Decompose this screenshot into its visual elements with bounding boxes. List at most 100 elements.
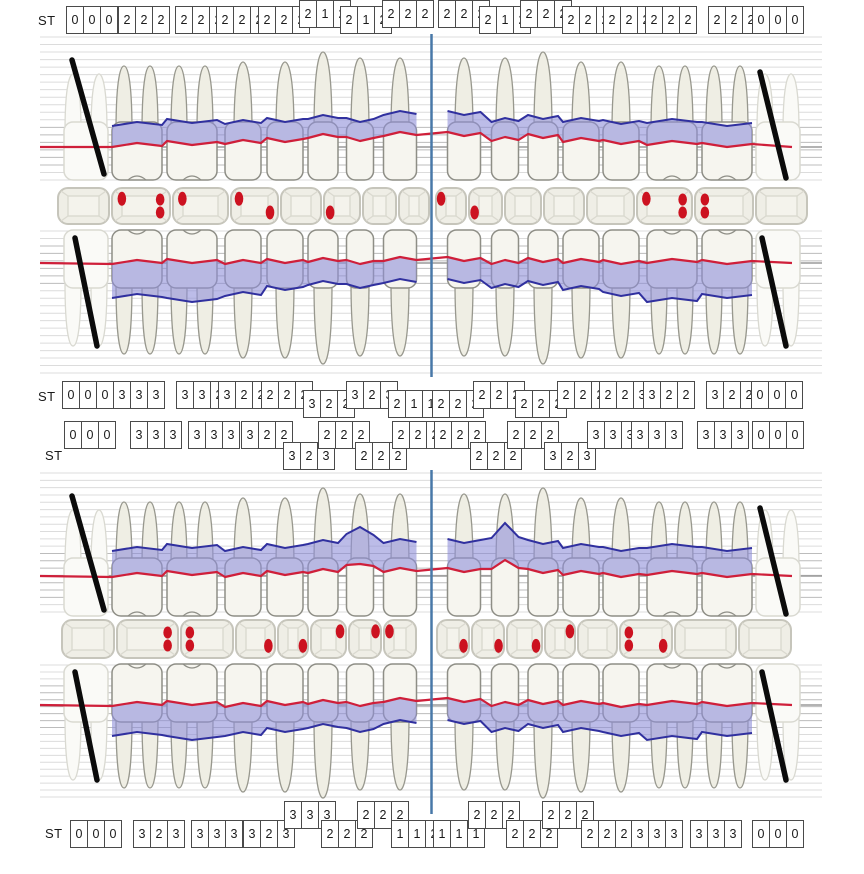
bleeding-dot-icon[interactable]: [678, 206, 687, 219]
st-value-box[interactable]: 2: [152, 6, 170, 34]
st-value-box[interactable]: 2: [598, 820, 616, 848]
st-value-box[interactable]: 2: [233, 6, 251, 34]
st-value-box[interactable]: 2: [645, 6, 663, 34]
bleeding-dot-icon[interactable]: [624, 639, 634, 652]
st-value-box[interactable]: 2: [216, 6, 234, 34]
occlusal-crown[interactable]: [61, 619, 115, 659]
st-value-box[interactable]: 2: [258, 6, 276, 34]
st-value-box[interactable]: 3: [648, 820, 666, 848]
bleeding-dot-icon[interactable]: [335, 624, 345, 639]
st-value-box[interactable]: 3: [241, 421, 259, 449]
occlusal-crown[interactable]: [362, 187, 397, 225]
st-value-box[interactable]: 1: [316, 0, 334, 28]
st-value-box[interactable]: 2: [258, 421, 276, 449]
tooth-canine[interactable]: [307, 663, 339, 799]
occlusal-crown[interactable]: [586, 187, 635, 225]
bleeding-dot-icon[interactable]: [642, 191, 651, 206]
bleeding-dot-icon[interactable]: [178, 191, 187, 206]
st-value-box[interactable]: 2: [363, 381, 381, 409]
bleeding-dot-icon[interactable]: [371, 624, 380, 639]
st-value-box[interactable]: 2: [557, 381, 575, 409]
occlusal-crown[interactable]: [506, 619, 543, 659]
st-value-box[interactable]: 2: [388, 390, 406, 418]
st-value-box[interactable]: 3: [346, 381, 364, 409]
bleeding-dot-icon[interactable]: [155, 206, 165, 219]
st-value-box[interactable]: 3: [130, 421, 148, 449]
tooth-lateral[interactable]: [345, 229, 375, 357]
st-value-box[interactable]: 2: [725, 6, 743, 34]
st-value-box[interactable]: 2: [515, 390, 533, 418]
st-value-box[interactable]: 2: [192, 6, 210, 34]
st-value-box[interactable]: 3: [243, 820, 261, 848]
occlusal-crown[interactable]: [544, 619, 576, 659]
st-value-box[interactable]: 2: [504, 442, 522, 470]
occlusal-crown[interactable]: [674, 619, 737, 659]
st-value-box[interactable]: 3: [222, 421, 240, 449]
bleeding-dot-icon[interactable]: [494, 638, 503, 653]
bleeding-dot-icon[interactable]: [264, 638, 273, 653]
st-value-box[interactable]: 2: [275, 6, 293, 34]
occlusal-crown[interactable]: [323, 187, 361, 225]
st-value-box[interactable]: 3: [544, 442, 562, 470]
st-value-box[interactable]: 3: [665, 421, 683, 449]
bleeding-dot-icon[interactable]: [678, 193, 687, 206]
st-value-box[interactable]: 3: [665, 820, 683, 848]
st-value-box[interactable]: 3: [208, 820, 226, 848]
occlusal-crown[interactable]: [398, 187, 430, 225]
st-value-box[interactable]: 2: [449, 390, 467, 418]
st-value-box[interactable]: 2: [321, 820, 339, 848]
bleeding-dot-icon[interactable]: [155, 193, 165, 206]
st-value-box[interactable]: 2: [416, 0, 434, 28]
st-value-box[interactable]: 3: [643, 381, 661, 409]
st-value-box[interactable]: 0: [62, 381, 80, 409]
st-value-box[interactable]: 3: [225, 820, 243, 848]
tooth-premolar[interactable]: [562, 229, 600, 359]
st-value-box[interactable]: 3: [113, 381, 131, 409]
st-value-box[interactable]: 2: [261, 381, 279, 409]
st-value-box[interactable]: 1: [450, 820, 468, 848]
st-value-box[interactable]: 3: [731, 421, 749, 449]
st-value-box[interactable]: 0: [98, 421, 116, 449]
st-value-box[interactable]: 2: [175, 6, 193, 34]
tooth-canine[interactable]: [527, 229, 559, 365]
bleeding-dot-icon[interactable]: [185, 626, 195, 639]
st-value-box[interactable]: 2: [542, 801, 560, 829]
st-value-box[interactable]: 2: [357, 801, 375, 829]
bleeding-dot-icon[interactable]: [298, 638, 308, 653]
bleeding-dot-icon[interactable]: [658, 638, 668, 653]
bleeding-dot-icon[interactable]: [325, 205, 335, 220]
st-value-box[interactable]: 2: [135, 6, 153, 34]
st-value-box[interactable]: 3: [604, 421, 622, 449]
tooth-canine[interactable]: [307, 229, 339, 365]
tooth-central[interactable]: [382, 229, 418, 357]
occlusal-crown[interactable]: [111, 187, 171, 225]
st-value-box[interactable]: 3: [191, 820, 209, 848]
st-value-box[interactable]: 2: [382, 0, 400, 28]
st-value-box[interactable]: 3: [147, 421, 165, 449]
st-value-box[interactable]: 2: [399, 0, 417, 28]
st-value-box[interactable]: 1: [496, 6, 514, 34]
st-value-box[interactable]: 2: [118, 6, 136, 34]
occlusal-crown[interactable]: [436, 619, 470, 659]
st-value-box[interactable]: 3: [283, 442, 301, 470]
occlusal-crown[interactable]: [277, 619, 309, 659]
occlusal-crown[interactable]: [310, 619, 347, 659]
occlusal-crown[interactable]: [577, 619, 618, 659]
st-value-box[interactable]: 2: [335, 421, 353, 449]
tooth-premolar[interactable]: [266, 229, 304, 359]
st-value-box[interactable]: 0: [769, 6, 787, 34]
bleeding-dot-icon[interactable]: [565, 624, 575, 639]
st-value-box[interactable]: 2: [479, 6, 497, 34]
st-value-box[interactable]: 0: [81, 421, 99, 449]
occlusal-crown[interactable]: [230, 187, 279, 225]
st-value-box[interactable]: 2: [470, 442, 488, 470]
bleeding-dot-icon[interactable]: [436, 191, 446, 206]
st-value-box[interactable]: 2: [409, 421, 427, 449]
st-value-box[interactable]: 3: [167, 820, 185, 848]
st-value-box[interactable]: 0: [96, 381, 114, 409]
occlusal-crown[interactable]: [619, 619, 673, 659]
tooth-central[interactable]: [446, 229, 482, 357]
bleeding-dot-icon[interactable]: [700, 193, 710, 206]
st-value-box[interactable]: 3: [706, 381, 724, 409]
st-value-box[interactable]: 2: [150, 820, 168, 848]
